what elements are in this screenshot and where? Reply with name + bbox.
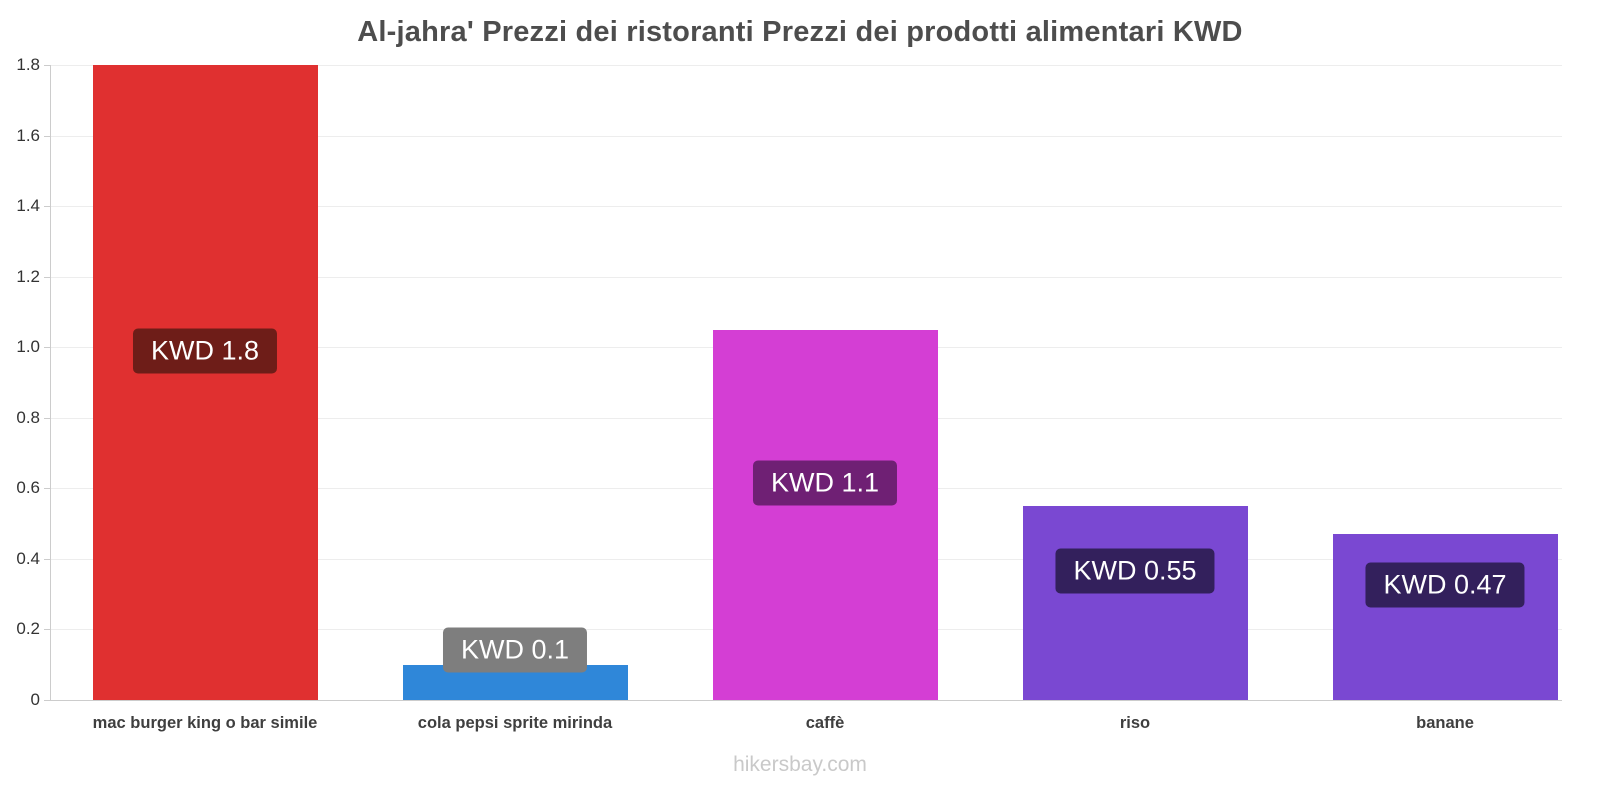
gridline xyxy=(50,276,1562,278)
y-tick-label: 1.0 xyxy=(16,337,40,357)
y-axis-tick xyxy=(44,700,50,701)
y-tick-label: 0.2 xyxy=(16,619,40,639)
y-tick-label: 1.2 xyxy=(16,266,40,286)
bar-4 xyxy=(1332,534,1558,700)
y-axis-tick xyxy=(44,558,50,560)
bar-2 xyxy=(712,329,938,700)
y-tick-label: 0.6 xyxy=(16,478,40,498)
gridline xyxy=(50,135,1562,137)
bar-value-label: KWD 1.1 xyxy=(752,460,898,506)
bar-value-label: KWD 0.47 xyxy=(1365,562,1525,608)
y-tick-label: 1.4 xyxy=(16,196,40,216)
y-tick-label: 0.8 xyxy=(16,407,40,427)
gridline xyxy=(50,206,1562,208)
bar-3 xyxy=(1022,505,1248,700)
bar-value-label: KWD 0.1 xyxy=(442,627,588,673)
y-tick-label: 1.6 xyxy=(16,125,40,145)
footer-watermark: hikersbay.com xyxy=(733,753,867,776)
y-axis-tick xyxy=(44,276,50,278)
bar-value-label: KWD 1.8 xyxy=(132,328,278,373)
x-category-label: riso xyxy=(1119,714,1151,732)
chart-title: Al-jahra' Prezzi dei ristoranti Prezzi d… xyxy=(357,16,1243,48)
y-tick-label: 1.8 xyxy=(16,55,40,74)
x-category-label: mac burger king o bar simile xyxy=(92,714,318,732)
y-axis-tick xyxy=(44,135,50,137)
gridline xyxy=(50,65,1562,66)
y-tick-label: 0.4 xyxy=(16,548,40,568)
x-category-label: caffè xyxy=(805,714,845,732)
y-axis-tick xyxy=(44,629,50,631)
y-axis-tick xyxy=(44,417,50,419)
bar-0 xyxy=(92,65,318,700)
y-axis xyxy=(50,65,51,700)
y-axis-tick xyxy=(44,206,50,208)
y-axis-tick xyxy=(44,488,50,490)
x-axis xyxy=(50,700,1562,701)
x-category-label: cola pepsi sprite mirinda xyxy=(417,714,613,732)
y-axis-tick xyxy=(44,347,50,349)
bar-value-label: KWD 0.55 xyxy=(1055,548,1215,594)
x-category-label: banane xyxy=(1416,714,1474,732)
y-tick-label: 0 xyxy=(30,690,40,709)
y-axis-tick xyxy=(44,65,50,66)
